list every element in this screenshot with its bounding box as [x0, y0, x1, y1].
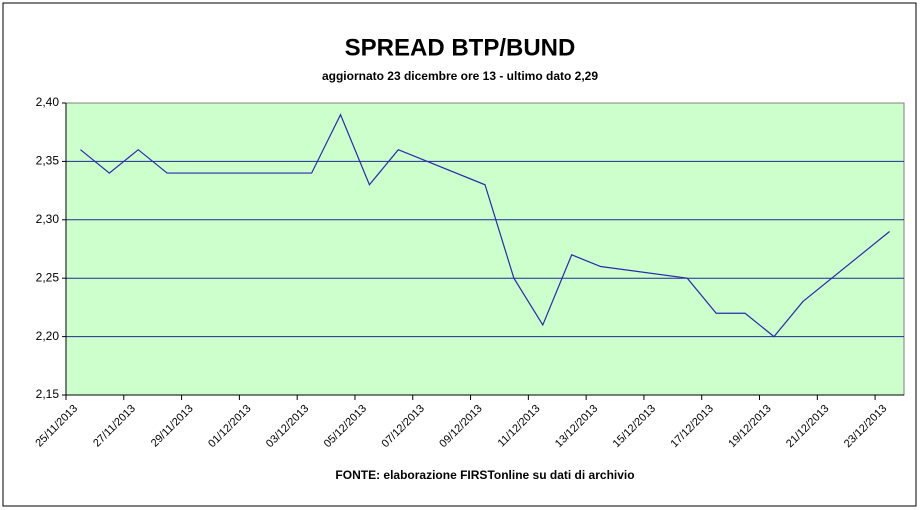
y-tick-label: 2,40: [36, 95, 60, 109]
y-tick-label: 2,35: [36, 154, 60, 168]
chart-subtitle: aggiornato 23 dicembre ore 13 - ultimo d…: [322, 69, 598, 83]
chart-title: SPREAD BTP/BUND: [345, 34, 576, 61]
y-tick-label: 2,15: [36, 387, 60, 401]
y-tick-label: 2,20: [36, 329, 60, 343]
data-line: [80, 113, 890, 338]
y-tick-label: 2,30: [36, 212, 60, 226]
source-note: FONTE: elaborazione FIRSTonline su dati …: [335, 468, 634, 482]
plot-area: [65, 102, 905, 396]
y-tick-label: 2,25: [36, 270, 60, 284]
